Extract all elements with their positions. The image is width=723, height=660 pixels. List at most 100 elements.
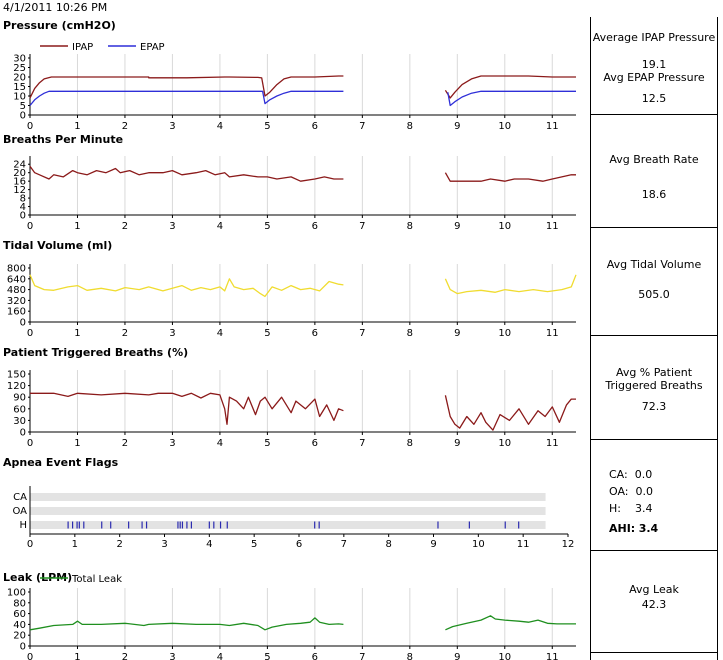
apnea-x-tick-label: 0 — [27, 539, 33, 550]
apnea-x-tick-label: 3 — [161, 539, 167, 550]
tidal-summary-panel: Avg Tidal Volume 505.0 — [591, 228, 717, 336]
oa-stat: OA: 0.0 — [609, 483, 717, 500]
pressure-cmh2o-x-tick-label: 10 — [498, 121, 511, 132]
tidal-volume-ml-tidal-volume-line — [444, 274, 577, 295]
leak-lpm-x-tick-label: 9 — [454, 652, 460, 660]
leak-lpm-y-tick-label: 100 — [7, 588, 26, 599]
patient-triggered-breaths-y-tick-label: 120 — [7, 381, 26, 392]
tidal-volume-ml-x-tick-label: 9 — [454, 328, 460, 339]
patient-triggered-breaths-x-tick-label: 1 — [74, 438, 80, 449]
ca-label: CA: — [609, 468, 628, 481]
leak-lpm-x-tick-label: 3 — [169, 652, 175, 660]
breaths-per-minute-x-tick-label: 10 — [498, 221, 511, 232]
apnea-x-tick-label: 2 — [116, 539, 122, 550]
patient-triggered-breaths-title: Patient Triggered Breaths (%) — [3, 346, 188, 359]
breaths-per-minute-x-tick-label: 2 — [122, 221, 128, 232]
tidal-volume-ml-y-tick-label: 320 — [7, 296, 26, 307]
patient-triggered-breaths-x-tick-label: 3 — [169, 438, 175, 449]
tidal-volume-ml-x-tick-label: 10 — [498, 328, 511, 339]
pressure-cmh2o-y-tick-label: 15 — [13, 82, 26, 93]
patient-triggered-breaths-x-tick-label: 8 — [407, 438, 413, 449]
pressure-cmh2o-x-tick-label: 0 — [27, 121, 33, 132]
breaths-summary-panel: Avg Breath Rate 18.6 — [591, 115, 717, 228]
leak-lpm-total-leak-line — [29, 617, 344, 631]
leak-lpm-title: Leak (LPM) — [3, 571, 72, 584]
ahi-value: 3.4 — [638, 522, 659, 535]
patient-triggered-breaths-x-tick-label: 9 — [454, 438, 460, 449]
avg-breath-rate-label: Avg Breath Rate — [609, 153, 699, 166]
avg-triggered-label: Avg % Patient Triggered Breaths — [605, 366, 703, 392]
apnea-x-tick-label: 6 — [296, 539, 302, 550]
tidal-volume-ml-x-tick-label: 6 — [312, 328, 318, 339]
legend-label-ipap: IPAP — [72, 42, 93, 53]
leak-lpm-x-tick-label: 8 — [407, 652, 413, 660]
leak-lpm-x-tick-label: 1 — [74, 652, 80, 660]
apnea-x-tick-label: 11 — [517, 539, 530, 550]
leak-lpm-x-tick-label: 5 — [264, 652, 270, 660]
breaths-per-minute-y-tick-label: 16 — [13, 177, 26, 188]
apnea-band-oa — [30, 507, 546, 515]
tidal-volume-ml-x-tick-label: 11 — [546, 328, 559, 339]
pressure-cmh2o-ipap-line — [444, 75, 576, 99]
apnea-event-flags-title: Apnea Event Flags — [3, 456, 119, 469]
patient-triggered-breaths-patient-triggered-breaths-line — [444, 395, 576, 431]
pressure-cmh2o-y-tick-label: 10 — [13, 92, 26, 103]
apnea-x-tick-label: 12 — [562, 539, 575, 550]
avg-tidal-volume-label: Avg Tidal Volume — [606, 258, 702, 271]
h-stat: H: 3.4 — [609, 500, 717, 517]
tidal-volume-ml-y-tick-label: 640 — [7, 274, 26, 285]
apnea-x-tick-label: 7 — [341, 539, 347, 550]
summary-column: Average IPAP Pressure 19.1 Avg EPAP Pres… — [590, 17, 718, 660]
report-date: 4/1/2011 10:26 PM — [3, 1, 108, 14]
ca-value: 0.0 — [634, 468, 653, 481]
tidal-volume-ml-x-tick-label: 7 — [359, 328, 365, 339]
breaths-per-minute-breaths-per-minute-line — [29, 165, 344, 182]
breaths-per-minute-x-tick-label: 11 — [546, 221, 559, 232]
avg-ipap-label: Average IPAP Pressure — [592, 31, 716, 44]
h-label: H: — [609, 502, 621, 515]
leak-lpm-y-tick-label: 0 — [20, 642, 26, 653]
patient-triggered-breaths-x-tick-label: 5 — [264, 438, 270, 449]
breaths-per-minute-y-tick-label: 24 — [13, 160, 26, 171]
breaths-per-minute-y-tick-label: 0 — [20, 211, 26, 222]
breaths-per-minute-x-tick-label: 7 — [359, 221, 365, 232]
ahi-stat: AHI: 3.4 — [609, 520, 717, 537]
patient-triggered-breaths-y-tick-label: 0 — [20, 428, 26, 439]
pressure-cmh2o-epap-line — [447, 90, 576, 107]
leak-lpm-x-tick-label: 10 — [498, 652, 511, 660]
pressure-cmh2o-x-tick-label: 8 — [407, 121, 413, 132]
pressure-summary-panel: Average IPAP Pressure 19.1 Avg EPAP Pres… — [591, 17, 717, 115]
avg-epap-value: 12.5 — [641, 92, 667, 105]
apnea-summary-panel: CA: 0.0 OA: 0.0 H: 3.4 AHI: 3.4 — [591, 440, 717, 551]
breaths-per-minute-x-tick-label: 6 — [312, 221, 318, 232]
leak-lpm-y-tick-label: 60 — [13, 609, 26, 620]
patient-triggered-breaths-x-tick-label: 11 — [546, 438, 559, 449]
apnea-x-tick-label: 10 — [472, 539, 485, 550]
patient-triggered-breaths-patient-triggered-breaths-line — [30, 392, 344, 425]
pressure-cmh2o-ipap-line — [29, 75, 344, 99]
oa-value: 0.0 — [635, 485, 654, 498]
breaths-per-minute-x-tick-label: 9 — [454, 221, 460, 232]
tidal-volume-ml-title: Tidal Volume (ml) — [3, 239, 112, 252]
pressure-cmh2o-x-tick-label: 7 — [359, 121, 365, 132]
breaths-per-minute-x-tick-label: 4 — [217, 221, 223, 232]
pressure-cmh2o-y-tick-label: 5 — [20, 101, 26, 112]
patient-triggered-breaths-y-tick-label: 150 — [7, 370, 26, 381]
breaths-per-minute-x-tick-label: 3 — [169, 221, 175, 232]
patient-triggered-breaths-x-tick-label: 2 — [122, 438, 128, 449]
legend-label-epap: EPAP — [140, 42, 165, 53]
pressure-cmh2o-y-tick-label: 0 — [20, 111, 26, 122]
pressure-cmh2o-epap-line — [29, 90, 344, 106]
ca-stat: CA: 0.0 — [609, 466, 717, 483]
avg-tidal-volume-value: 505.0 — [638, 288, 670, 301]
breaths-per-minute-x-tick-label: 1 — [74, 221, 80, 232]
pressure-cmh2o-y-tick-label: 20 — [13, 73, 26, 84]
patient-triggered-breaths-y-tick-label: 30 — [13, 416, 26, 427]
patient-triggered-breaths-x-tick-label: 7 — [359, 438, 365, 449]
avg-leak-label: Avg Leak — [629, 583, 679, 596]
breaths-per-minute-x-tick-label: 0 — [27, 221, 33, 232]
avg-leak-value: 42.3 — [641, 598, 667, 611]
patient-triggered-breaths-x-tick-label: 0 — [27, 438, 33, 449]
avg-breath-rate-value: 18.6 — [641, 188, 667, 201]
